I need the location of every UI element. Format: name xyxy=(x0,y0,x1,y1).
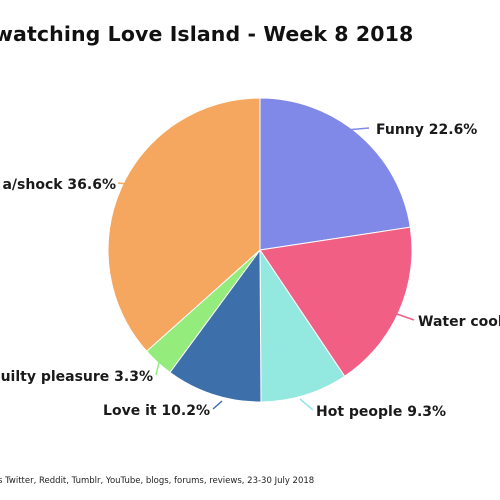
pie-slice-2 xyxy=(259,248,346,403)
slice-label-3: Love it 10.2% xyxy=(103,403,210,419)
slice-label-0: Funny 22.6% xyxy=(376,122,477,138)
pie-slice-1 xyxy=(259,226,413,377)
leader-line-4 xyxy=(155,357,161,376)
pie-slice-3 xyxy=(169,248,262,403)
chart-source: s Twitter, Reddit, Tumblr, YouTube, blog… xyxy=(0,476,315,486)
leader-line-2 xyxy=(299,398,314,411)
pie-slice-0 xyxy=(259,97,411,251)
pie-slice-5 xyxy=(107,97,261,352)
leader-line-5 xyxy=(117,182,139,186)
leader-line-3 xyxy=(212,400,223,410)
slice-label-4: Guilty pleasure 3.3% xyxy=(0,369,153,385)
chart-title: watching Love Island - Week 8 2018 xyxy=(0,22,414,46)
leader-line-1 xyxy=(393,312,415,321)
slice-label-1: Water cool xyxy=(418,314,500,330)
leader-line-0 xyxy=(345,127,370,131)
slice-label-2: Hot people 9.3% xyxy=(316,404,446,420)
slice-label-5: a/shock 36.6% xyxy=(2,177,116,193)
